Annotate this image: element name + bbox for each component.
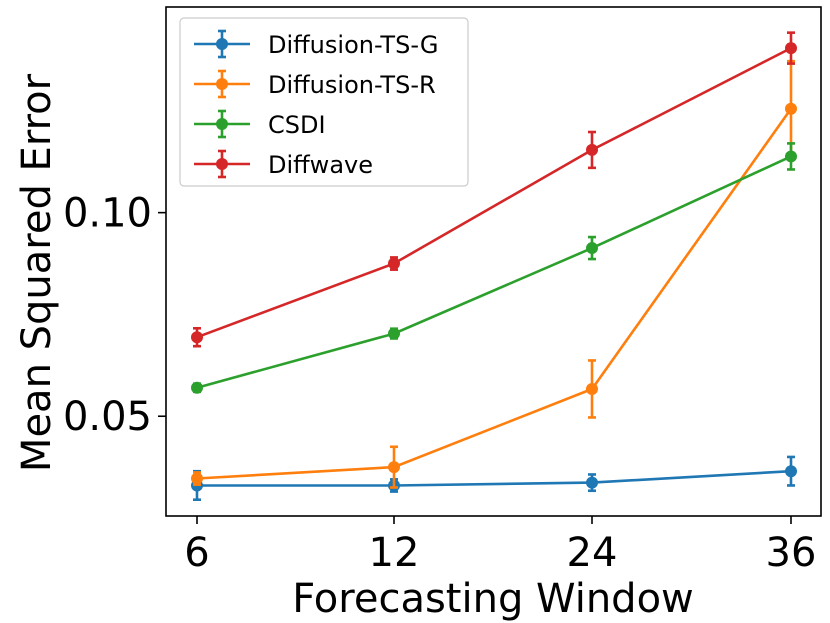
y-axis-title: Mean Squared Error	[14, 73, 60, 472]
x-tick-label: 6	[184, 530, 209, 576]
data-point	[191, 472, 203, 485]
data-point	[586, 476, 598, 489]
series-line	[196, 155, 792, 389]
legend-label: Diffusion-TS-R	[268, 71, 436, 99]
legend-item: Diffwave	[194, 149, 373, 179]
legend-marker	[216, 118, 228, 130]
x-tick-label: 12	[369, 530, 420, 576]
x-tick-label: 36	[766, 530, 817, 576]
data-point	[785, 465, 797, 478]
series-csdi	[191, 142, 797, 394]
y-tick-label: 0.10	[63, 191, 152, 237]
legend-label: Diffwave	[268, 151, 373, 179]
legend-label: CSDI	[268, 111, 326, 139]
legend-item: Diffusion-TS-G	[194, 29, 438, 59]
x-axis-title: Forecasting Window	[292, 576, 694, 622]
series-line	[197, 469, 792, 487]
series-line	[196, 108, 793, 480]
data-point	[388, 461, 400, 474]
x-tick-label: 24	[567, 530, 618, 576]
series-diffusion-ts-g	[191, 455, 797, 502]
data-point	[388, 257, 400, 270]
legend-item: CSDI	[194, 109, 326, 139]
axes: 6 12 24 36 0.05 0.10	[63, 6, 822, 576]
data-point	[785, 150, 797, 163]
series-layer	[191, 31, 797, 502]
legend-box	[179, 17, 469, 187]
y-tick-label: 0.05	[63, 394, 152, 440]
legend-label: Diffusion-TS-G	[268, 31, 438, 59]
data-point	[191, 331, 203, 344]
data-point	[191, 381, 203, 394]
series-diffwave	[191, 31, 797, 348]
data-point	[586, 382, 598, 395]
data-point	[388, 327, 400, 340]
legend-marker	[216, 78, 228, 90]
data-point	[586, 242, 598, 255]
plot-frame	[165, 6, 822, 517]
legend-item: Diffusion-TS-R	[194, 69, 436, 99]
legend: Diffusion-TS-G Diffusion-TS-R CSDI Diffwave	[179, 17, 469, 187]
data-point	[785, 102, 797, 115]
data-point	[785, 42, 797, 55]
series-line	[196, 46, 792, 339]
legend-marker	[216, 38, 228, 50]
legend-marker	[216, 158, 228, 170]
data-point	[586, 143, 598, 156]
series-diffusion-ts-r	[191, 59, 797, 489]
